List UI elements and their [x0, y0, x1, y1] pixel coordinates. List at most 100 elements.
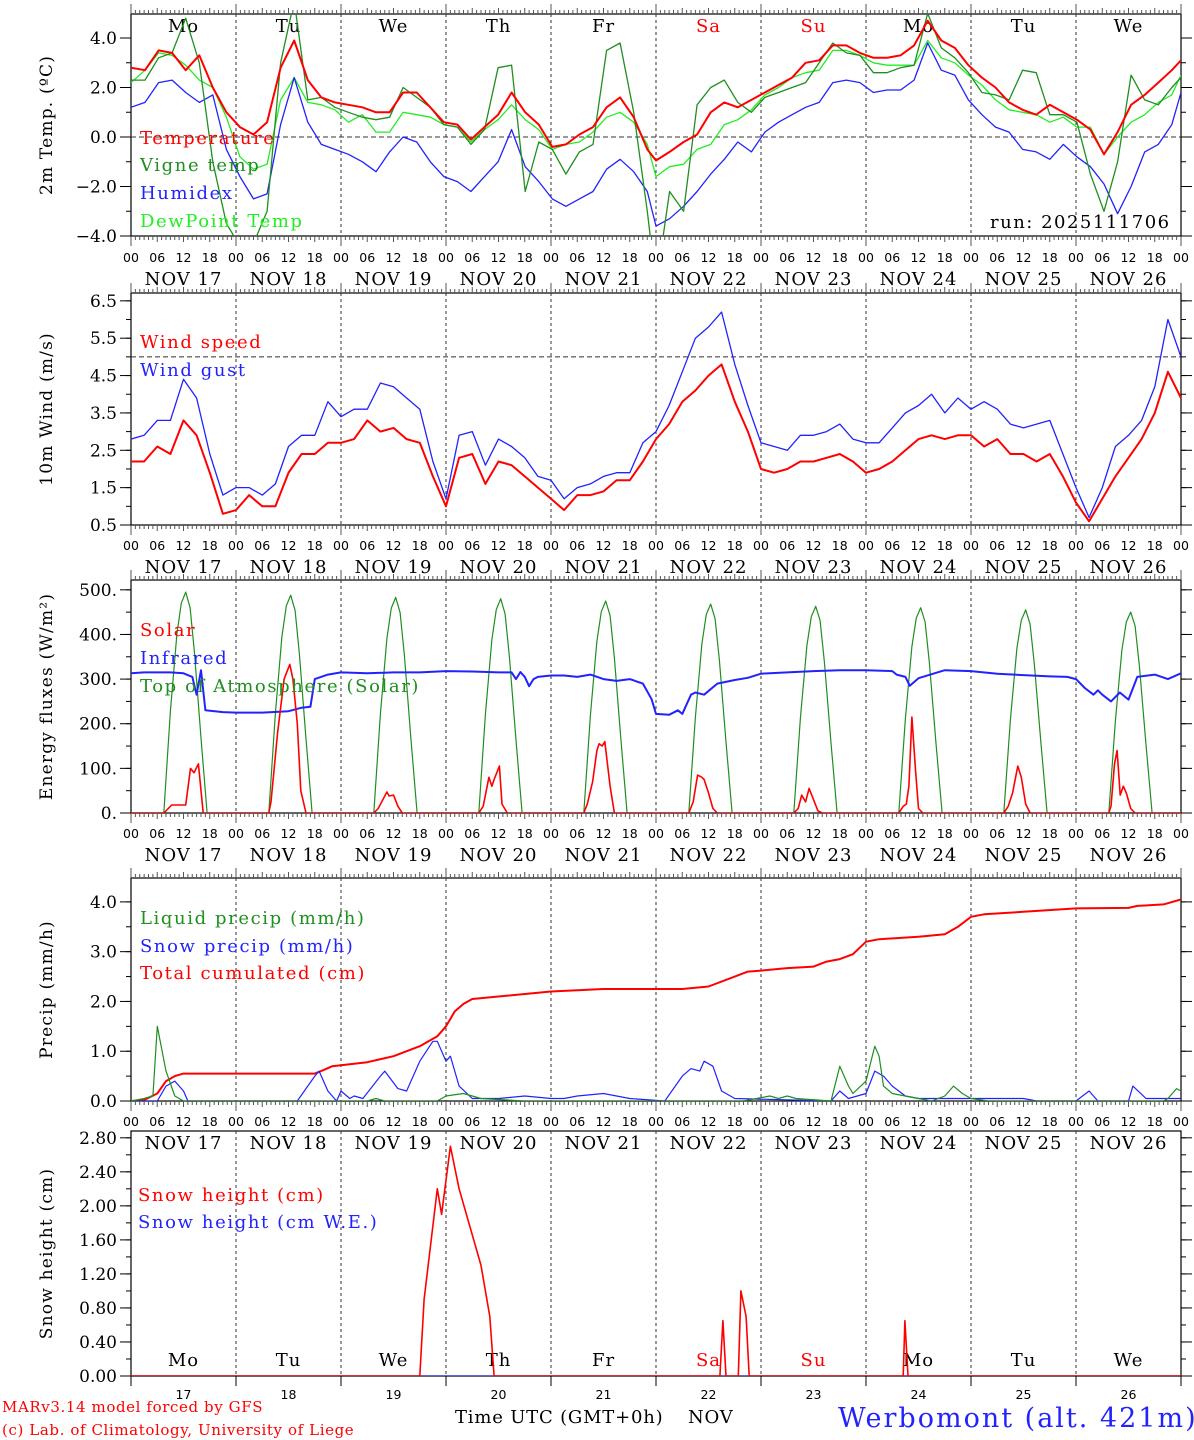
- hour-tick-label: 00: [858, 538, 874, 553]
- series-line-liquid-precip-mm-h: [131, 1025, 1181, 1101]
- y-tick-label: 400.: [79, 625, 117, 645]
- hour-tick-label: 12: [176, 538, 192, 553]
- hour-tick-label: 00: [648, 1114, 664, 1129]
- day-number-label: 20: [491, 1387, 507, 1402]
- y-tick-label: 1.5: [90, 479, 117, 499]
- date-label: NOV 22: [670, 557, 748, 578]
- series-group: [131, 14, 1181, 236]
- date-label: NOV 21: [565, 845, 643, 866]
- hour-tick-label: 18: [937, 826, 953, 841]
- date-label: NOV 18: [250, 1133, 328, 1154]
- date-label: NOV 22: [670, 269, 748, 290]
- hour-tick-label: 00: [543, 538, 559, 553]
- day-name-label: Mo: [168, 16, 199, 37]
- hour-tick-label: 00: [753, 1114, 769, 1129]
- series-line-temperature: [131, 19, 1181, 162]
- hour-tick-label: 18: [622, 1114, 638, 1129]
- y-tick-label: 2.0: [90, 992, 117, 1012]
- series-line-snow-height-cm: [131, 1145, 1181, 1376]
- hour-tick-label: 06: [884, 250, 900, 265]
- hour-tick-label: 00: [123, 250, 139, 265]
- legend-entry: Total cumulated (cm): [140, 963, 366, 984]
- y-tick-label: −4.0: [76, 227, 117, 247]
- hour-tick-label: 18: [517, 538, 533, 553]
- hour-tick-label: 18: [412, 538, 428, 553]
- hour-tick-label: 06: [989, 538, 1005, 553]
- model-credit: MARv3.14 model forced by GFS: [2, 1398, 263, 1416]
- date-label: NOV 24: [880, 1133, 958, 1154]
- hour-tick-label: 12: [281, 250, 297, 265]
- hour-tick-label: 18: [622, 826, 638, 841]
- hour-tick-label: 18: [1042, 1114, 1058, 1129]
- series-line-solar: [131, 663, 1181, 813]
- hour-tick-label: 00: [963, 826, 979, 841]
- date-label: NOV 18: [250, 269, 328, 290]
- panel-2: 0.5 1.5 2.5 3.5 4.5 5.5 6.5 10m Wind (m/s) 00 06 1…: [37, 283, 1192, 578]
- hour-tick-label: 00: [1173, 538, 1189, 553]
- y-axis-label: 2m Temp. (ºC): [37, 55, 57, 195]
- hour-tick-label: 00: [753, 250, 769, 265]
- hour-tick-label: 06: [674, 538, 690, 553]
- y-tick-label: 2.80: [79, 1129, 117, 1149]
- hour-tick-label: 12: [1016, 250, 1032, 265]
- legend-entry: Infrared: [140, 648, 228, 669]
- hour-tick-label: 06: [1094, 250, 1110, 265]
- hour-tick-label: 12: [806, 250, 822, 265]
- date-label: NOV 26: [1090, 845, 1168, 866]
- hour-tick-label: 18: [202, 826, 218, 841]
- legend-entry: Vigne temp: [139, 155, 260, 176]
- hour-tick-label: 00: [333, 1114, 349, 1129]
- series-line-humidex: [131, 42, 1181, 227]
- hour-tick-label: 18: [937, 1114, 953, 1129]
- hour-tick-label: 00: [963, 1114, 979, 1129]
- hour-tick-label: 00: [123, 1114, 139, 1129]
- date-label: NOV 25: [985, 845, 1063, 866]
- series-line-dewpoint-temp: [131, 39, 1181, 178]
- date-label: NOV 20: [460, 1133, 538, 1154]
- legend-entry: Wind gust: [140, 360, 247, 381]
- day-name-label: We: [379, 16, 409, 37]
- legend-entry: DewPoint Temp: [140, 211, 304, 232]
- day-name-label: Mo: [168, 1350, 199, 1371]
- hour-tick-label: 18: [622, 250, 638, 265]
- hour-tick-label: 06: [464, 1114, 480, 1129]
- hour-tick-label: 00: [543, 826, 559, 841]
- day-name-label: Fr: [592, 1350, 615, 1371]
- y-tick-label: 0.0: [90, 128, 117, 148]
- hour-tick-label: 12: [596, 1114, 612, 1129]
- hour-tick-label: 06: [254, 826, 270, 841]
- y-tick-label: 0.80: [79, 1299, 117, 1319]
- date-label: NOV 23: [775, 845, 853, 866]
- y-tick-label: 0.5: [90, 516, 117, 536]
- hour-tick-label: 06: [149, 826, 165, 841]
- hour-tick-label: 06: [674, 1114, 690, 1129]
- hour-tick-label: 00: [648, 250, 664, 265]
- y-axis-label: Energy fluxes (W/m²): [37, 593, 57, 800]
- hour-tick-label: 12: [911, 538, 927, 553]
- y-tick-label: 4.5: [90, 367, 117, 387]
- panel-4: 0.0 1.0 2.0 3.0 4.0 Precip (mm/h) 00 06 12 18 00 06…: [37, 868, 1192, 1154]
- hour-tick-label: 18: [412, 826, 428, 841]
- date-label: NOV 20: [460, 269, 538, 290]
- hour-tick-label: 06: [359, 538, 375, 553]
- panel-3: 0. 100. 200. 300. 400. 500. Energy fluxes (W/m…: [37, 570, 1192, 866]
- y-axis-label: Precip (mm/h): [37, 920, 57, 1059]
- hour-tick-label: 00: [1068, 250, 1084, 265]
- date-label: NOV 19: [355, 1133, 433, 1154]
- hour-tick-label: 00: [648, 826, 664, 841]
- y-tick-label: 3.5: [90, 404, 117, 424]
- hour-tick-label: 00: [438, 1114, 454, 1129]
- hour-tick-label: 06: [569, 1114, 585, 1129]
- day-name-label: Mo: [903, 1350, 934, 1371]
- hour-tick-label: 18: [832, 1114, 848, 1129]
- hour-tick-label: 18: [727, 1114, 743, 1129]
- series-line-vigne-temp: [131, 14, 1181, 236]
- legend-entry: Solar: [140, 620, 196, 641]
- hour-tick-label: 18: [727, 538, 743, 553]
- hour-tick-label: 00: [1173, 826, 1189, 841]
- day-number-label: 17: [176, 1387, 192, 1402]
- hour-tick-label: 18: [202, 250, 218, 265]
- hour-tick-label: 06: [464, 826, 480, 841]
- panel-1: −4.0 −2.0 0.0 2.0 4.0 2m Temp. (ºC) 00 06 12 18 00…: [37, 4, 1192, 290]
